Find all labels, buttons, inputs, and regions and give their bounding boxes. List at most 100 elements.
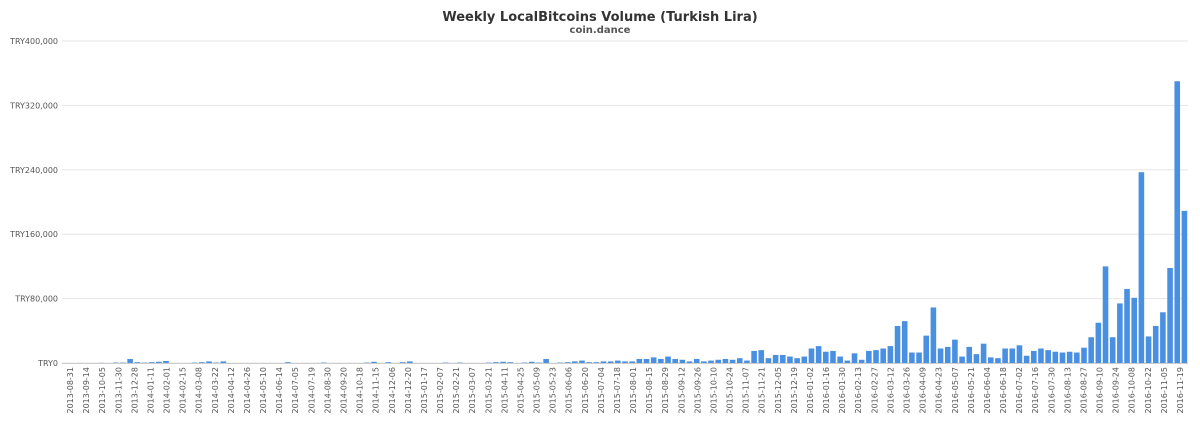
x-tick-label: 2014-12-06 <box>388 367 397 414</box>
bar <box>579 360 585 363</box>
x-tick-label: 2015-10-24 <box>726 367 735 414</box>
bar <box>837 356 843 363</box>
x-tick-label: 2013-12-28 <box>130 367 139 414</box>
x-tick-label: 2015-12-19 <box>790 367 799 414</box>
x-tick-label: 2016-04-09 <box>919 367 928 414</box>
bar <box>973 354 980 363</box>
bar <box>593 362 600 363</box>
x-tick-label: 2016-06-18 <box>999 367 1008 414</box>
bar <box>801 356 808 363</box>
bar <box>643 358 650 363</box>
bar <box>1109 337 1116 363</box>
x-tick-label: 2013-08-31 <box>66 367 75 414</box>
bar <box>127 358 133 363</box>
x-tick-label: 2016-05-21 <box>967 367 976 414</box>
bar <box>163 360 169 363</box>
bar <box>1145 336 1152 363</box>
bar <box>1102 266 1109 363</box>
bars <box>98 81 1188 363</box>
bar <box>701 361 707 363</box>
bar <box>830 350 836 363</box>
x-tick-label: 2015-04-11 <box>500 367 509 414</box>
bar <box>206 361 212 363</box>
bar <box>779 354 786 363</box>
x-tick-label: 2016-09-10 <box>1096 367 1105 414</box>
bar <box>1052 351 1059 363</box>
x-tick-label: 2015-09-26 <box>693 367 702 414</box>
x-tick-label: 2014-04-26 <box>243 367 252 414</box>
bar <box>1117 303 1123 363</box>
bar <box>1181 210 1188 363</box>
bar <box>220 361 227 363</box>
bar <box>679 359 686 363</box>
bar <box>808 348 815 363</box>
bar <box>636 358 643 363</box>
bar <box>285 362 291 363</box>
x-tick-label: 2016-06-04 <box>983 367 992 414</box>
bar <box>1045 350 1051 363</box>
x-tick-label: 2015-07-04 <box>597 367 606 414</box>
x-tick-label: 2016-08-27 <box>1079 367 1088 414</box>
y-tick-label: TRY160,000 <box>9 230 58 239</box>
bar <box>1038 348 1044 363</box>
gridlines <box>62 40 1188 364</box>
bar <box>880 348 886 363</box>
x-axis-tick-labels: 2013-08-31 2013-09-14 2013-10-05 2013-11-30… <box>66 367 1185 414</box>
bar <box>1088 337 1094 363</box>
bar <box>1152 325 1159 363</box>
bar <box>1138 172 1145 363</box>
x-tick-label: 2016-10-08 <box>1128 367 1137 414</box>
x-tick-label: 2015-01-17 <box>420 367 429 414</box>
bar <box>715 359 722 363</box>
bar <box>794 358 800 363</box>
bar <box>844 360 851 363</box>
x-tick-label: 2015-07-18 <box>613 367 622 414</box>
bar <box>1031 350 1037 363</box>
bar <box>586 362 592 363</box>
bar <box>1066 351 1073 363</box>
x-tick-label: 2015-03-07 <box>468 367 477 414</box>
y-tick-label: TRY0 <box>37 359 58 368</box>
x-tick-label: 2015-05-09 <box>533 367 542 414</box>
x-tick-label: 2015-04-25 <box>516 367 525 414</box>
chart-subtitle: coin.dance <box>569 25 631 36</box>
bar <box>873 350 879 363</box>
x-tick-label: 2016-11-05 <box>1160 367 1169 414</box>
x-tick-label: 2016-10-22 <box>1144 367 1153 414</box>
bar <box>1016 345 1023 363</box>
x-tick-label: 2014-07-05 <box>291 367 300 414</box>
bar <box>1002 348 1008 363</box>
bar <box>909 352 915 363</box>
bar <box>1023 355 1030 363</box>
x-tick-label: 2014-12-20 <box>404 367 413 414</box>
x-tick-label: 2016-09-24 <box>1112 367 1121 414</box>
bar <box>866 350 872 363</box>
bar <box>995 358 1001 363</box>
x-tick-label: 2014-03-22 <box>211 367 220 414</box>
bar <box>1174 81 1181 363</box>
x-tick-label: 2016-04-23 <box>935 367 944 414</box>
x-tick-label: 2015-03-21 <box>484 367 493 414</box>
x-tick-label: 2013-10-05 <box>98 367 107 414</box>
bar <box>672 358 679 363</box>
bar <box>615 360 621 363</box>
x-tick-label: 2016-01-02 <box>806 367 815 414</box>
bar <box>930 307 937 363</box>
bar <box>772 354 779 363</box>
bar <box>665 356 671 363</box>
x-tick-label: 2014-02-01 <box>163 367 172 414</box>
bar <box>134 362 141 363</box>
bar <box>493 362 499 363</box>
x-tick-label: 2015-12-05 <box>774 367 783 414</box>
bar <box>1081 347 1087 363</box>
bar <box>629 361 635 363</box>
bar <box>1167 268 1173 363</box>
x-tick-label: 2015-11-21 <box>758 367 767 414</box>
bar <box>571 361 578 363</box>
x-tick-label: 2016-05-07 <box>951 367 960 414</box>
x-tick-label: 2016-03-12 <box>886 367 895 414</box>
x-tick-label: 2016-07-02 <box>1015 367 1024 414</box>
x-tick-label: 2013-09-14 <box>82 367 91 414</box>
y-tick-label: TRY400,000 <box>9 37 58 46</box>
x-tick-label: 2016-11-19 <box>1176 367 1185 414</box>
